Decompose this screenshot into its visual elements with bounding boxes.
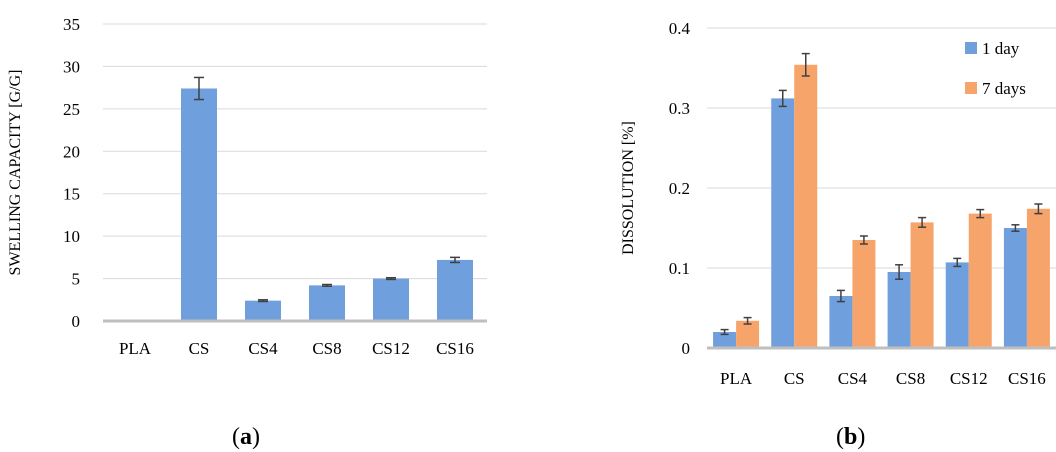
bar	[1026, 208, 1050, 348]
bar	[245, 300, 281, 321]
chart-panel-b: 0 0.1 0.2 0.3 0.4 PLA CS CS4 CS8 CS12 CS16 DISSOLUT…	[620, 19, 1056, 388]
y-tick-label: 20	[63, 142, 80, 161]
bar	[968, 213, 992, 348]
legend-label: 7 days	[982, 79, 1026, 98]
y-tick-label: 0.1	[669, 259, 690, 278]
legend-swatch	[965, 82, 977, 94]
y-tick-label: 0	[72, 312, 81, 331]
y-tick-label: 0.4	[669, 19, 691, 38]
y-tick-label: 5	[72, 270, 81, 289]
bar	[771, 98, 795, 349]
x-tick-label: CS16	[436, 339, 474, 358]
panel-label-a: (a)	[232, 424, 260, 450]
bar	[181, 88, 217, 322]
bar	[309, 285, 345, 321]
x-tick-label: CS12	[372, 339, 410, 358]
x-tick-label: CS4	[838, 369, 868, 388]
x-tick-label: CS12	[950, 369, 988, 388]
x-tick-label: CS8	[312, 339, 341, 358]
legend-swatch	[965, 42, 977, 54]
y-tick-label: 30	[63, 57, 80, 76]
x-tick-label: CS	[189, 339, 210, 358]
y-tick-label: 15	[63, 185, 80, 204]
y-tick-label: 35	[63, 15, 80, 34]
bar	[910, 222, 934, 348]
bar	[829, 296, 853, 348]
y-axis-title: SWELLING CAPACITY [G/G]	[7, 70, 24, 276]
y-tick-label: 0.2	[669, 179, 690, 198]
y-tick-label: 10	[63, 227, 80, 246]
x-tick-label: PLA	[720, 369, 753, 388]
chart-panel-a: 0 5 10 15 20 25 30 35 PLA CS CS4 CS8 CS12 CS16 SWELLIN…	[7, 15, 487, 358]
x-tick-label: CS16	[1008, 369, 1046, 388]
bar	[887, 272, 911, 348]
y-tick-label: 0.3	[669, 99, 690, 118]
bar	[437, 259, 473, 321]
bar	[1003, 228, 1027, 348]
bar	[373, 278, 409, 321]
y-tick-label: 0	[682, 339, 691, 358]
bar	[945, 262, 969, 348]
bar	[736, 320, 760, 348]
panel-label-b: (b)	[836, 424, 866, 450]
x-tick-label: CS8	[896, 369, 925, 388]
bar	[852, 240, 876, 348]
y-tick-label: 25	[63, 100, 80, 119]
y-axis-title: DISSOLUTION [%]	[620, 121, 637, 255]
x-tick-label: PLA	[119, 339, 152, 358]
bar	[713, 332, 737, 348]
bar	[794, 64, 818, 349]
x-tick-label: CS4	[248, 339, 278, 358]
legend-label: 1 day	[982, 39, 1020, 58]
x-tick-label: CS	[784, 369, 805, 388]
